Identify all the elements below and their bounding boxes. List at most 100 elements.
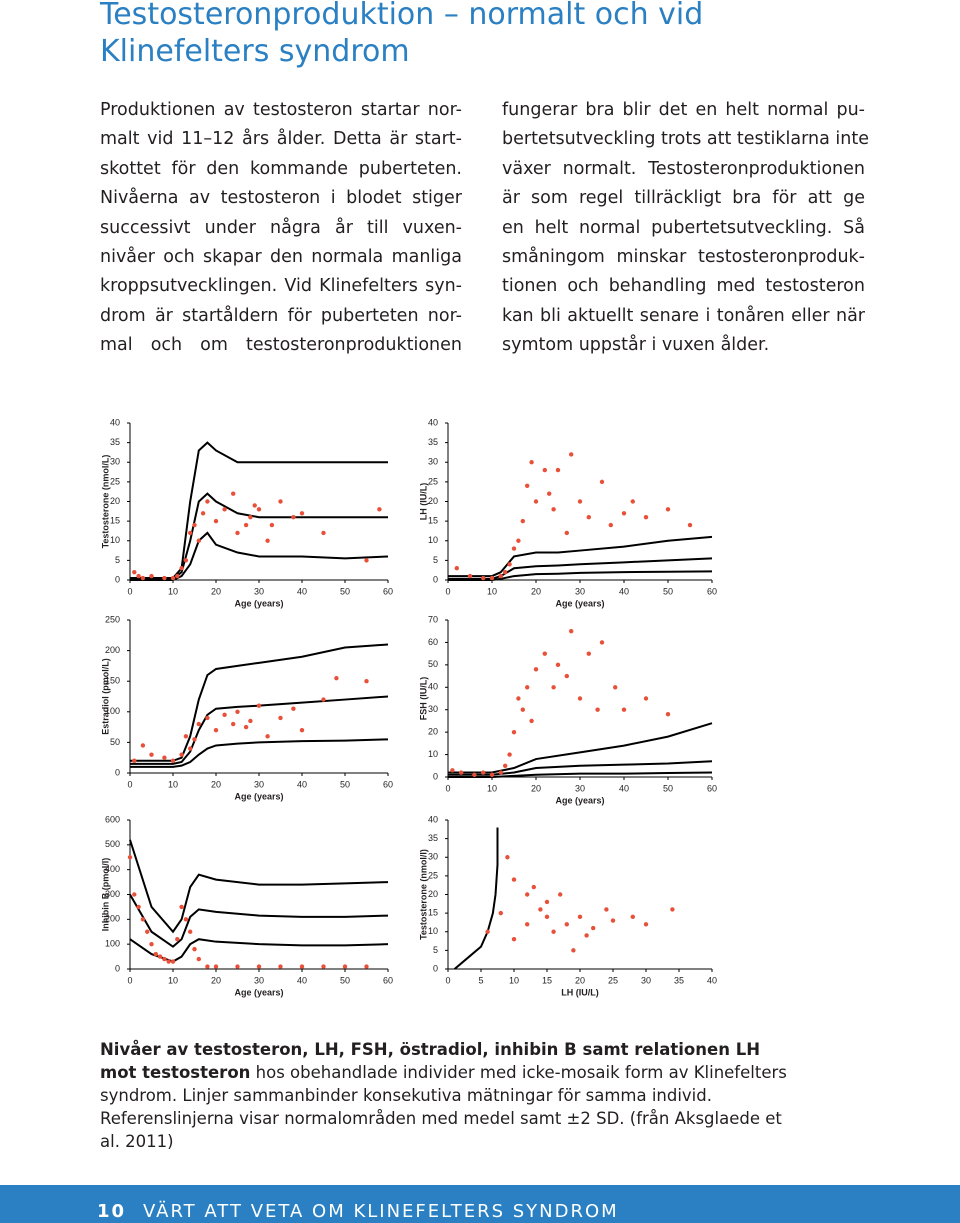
- y-tick-label: 35: [110, 437, 120, 447]
- x-tick-label: 10: [168, 779, 178, 789]
- x-tick-label: 30: [254, 975, 264, 985]
- data-point: [188, 530, 193, 536]
- data-point: [235, 530, 240, 536]
- data-point: [149, 752, 154, 757]
- data-point: [503, 763, 508, 768]
- text-line: en helt normal pubertetsutveckling. Så: [502, 217, 865, 238]
- text-line: Produktionen av testosteron startar nor-: [100, 100, 462, 120]
- x-tick-label: 60: [383, 975, 393, 985]
- data-point: [213, 964, 219, 969]
- text-line: är som regel tillräckligt bra för att ge: [502, 188, 865, 209]
- data-point: [213, 518, 219, 524]
- data-point: [525, 685, 530, 690]
- y-tick-label: 30: [428, 704, 438, 714]
- y-tick-label: 10: [428, 535, 438, 545]
- y-tick-label: 15: [110, 516, 120, 526]
- data-point: [162, 575, 167, 581]
- data-point: [140, 917, 146, 922]
- data-point: [170, 758, 176, 763]
- data-point: [299, 964, 305, 969]
- x-tick-label: 0: [445, 783, 450, 793]
- x-tick-label: 30: [575, 586, 585, 596]
- data-point: [665, 712, 671, 717]
- y-tick-label: 10: [428, 749, 438, 759]
- text-line: skottet för den kommande puberteten.: [100, 158, 462, 179]
- x-axis-title: LH (IU/L): [561, 987, 599, 997]
- reference-line: [130, 738, 389, 768]
- x-tick-label: 50: [663, 783, 673, 793]
- reference-line: [453, 827, 499, 970]
- y-tick-label: 20: [428, 889, 438, 899]
- data-point: [149, 941, 154, 947]
- text-line: kroppsutvecklingen. Vid Klinefelters syn…: [100, 276, 462, 297]
- y-tick-label: 60: [428, 637, 438, 647]
- y-tick-label: 35: [428, 833, 438, 843]
- data-point: [558, 892, 563, 897]
- y-tick-label: 20: [110, 496, 120, 506]
- data-point: [278, 964, 283, 969]
- data-point: [604, 907, 609, 912]
- data-point: [175, 937, 180, 942]
- text-line: fungerar bra blir det en helt normal pu-: [502, 100, 865, 120]
- y-tick-label: 50: [110, 737, 120, 747]
- data-point: [555, 467, 561, 473]
- data-point: [140, 743, 146, 748]
- data-point: [525, 483, 530, 488]
- y-tick-label: 40: [428, 417, 438, 427]
- data-point: [127, 855, 133, 860]
- data-point: [235, 709, 240, 714]
- y-tick-label: 20: [428, 727, 438, 737]
- text-line: småningom minskar testosteronproduk-: [502, 247, 865, 268]
- x-tick-label: 25: [608, 975, 618, 985]
- data-point: [516, 538, 521, 543]
- data-point: [511, 729, 517, 735]
- y-axis-title: LH (IU/L): [418, 483, 428, 521]
- x-tick-label: 20: [211, 975, 221, 985]
- data-point: [265, 538, 270, 543]
- x-tick-label: 40: [297, 975, 307, 985]
- data-point: [613, 685, 618, 690]
- data-point: [321, 530, 326, 536]
- footer-text: VÄRT ATT VETA OM KLINEFELTERS SYNDROM: [143, 1201, 619, 1222]
- data-point: [291, 706, 296, 711]
- y-tick-label: 25: [428, 870, 438, 880]
- text-column: fungerar bra blir det en helt normal pu-…: [502, 96, 869, 361]
- data-point: [569, 452, 574, 457]
- data-point: [205, 499, 210, 504]
- x-tick-label: 60: [707, 783, 717, 793]
- data-point: [179, 566, 184, 571]
- data-point: [481, 575, 486, 581]
- data-point: [132, 892, 137, 897]
- data-point: [520, 518, 525, 524]
- reference-line: [448, 722, 713, 774]
- data-point: [183, 558, 189, 563]
- data-point: [571, 948, 576, 953]
- data-point: [516, 696, 521, 701]
- data-point: [145, 929, 150, 934]
- data-point: [599, 640, 605, 645]
- data-point: [188, 929, 193, 934]
- x-tick-label: 0: [127, 779, 132, 789]
- data-point: [520, 707, 525, 712]
- footer: 10 VÄRT ATT VETA OM KLINEFELTERS SYNDROM: [0, 1185, 960, 1223]
- data-point: [687, 522, 693, 528]
- data-point: [643, 515, 649, 520]
- reference-line: [448, 760, 713, 776]
- data-point: [200, 511, 206, 516]
- x-tick-label: 0: [127, 586, 132, 596]
- data-point: [489, 575, 495, 581]
- data-point: [153, 951, 158, 957]
- x-tick-label: 30: [575, 783, 585, 793]
- figure-caption: Nivåer av testosteron, LH, FSH, östradio…: [100, 1038, 802, 1153]
- data-point: [505, 855, 510, 860]
- reference-line: [448, 535, 713, 578]
- x-axis-title: Age (years): [555, 795, 604, 805]
- data-point: [459, 770, 464, 775]
- data-point: [665, 507, 671, 512]
- data-point: [269, 522, 275, 528]
- data-point: [489, 772, 495, 777]
- y-tick-label: 25: [428, 476, 438, 486]
- text-line: tionen och behandling med testosteron: [502, 276, 865, 297]
- data-point: [643, 696, 649, 701]
